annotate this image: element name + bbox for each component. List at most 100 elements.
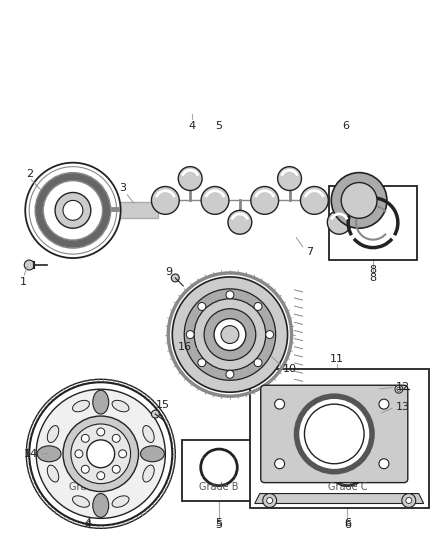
Circle shape	[171, 274, 179, 282]
Text: 15: 15	[155, 400, 170, 410]
Circle shape	[63, 416, 138, 491]
Circle shape	[275, 459, 285, 469]
Circle shape	[186, 330, 194, 338]
Circle shape	[345, 187, 373, 214]
Text: 4: 4	[85, 520, 92, 530]
Circle shape	[226, 370, 234, 378]
Text: 9: 9	[165, 267, 172, 277]
Text: 8: 8	[370, 273, 377, 283]
Ellipse shape	[47, 465, 59, 482]
Ellipse shape	[141, 446, 164, 462]
Text: Grade A: Grade A	[69, 482, 108, 492]
Circle shape	[201, 187, 229, 214]
Circle shape	[406, 497, 412, 504]
Circle shape	[97, 428, 105, 436]
Text: 16: 16	[178, 343, 192, 352]
Circle shape	[112, 434, 120, 442]
Circle shape	[341, 182, 377, 219]
Circle shape	[81, 434, 89, 442]
Bar	[250, 369, 429, 508]
Bar	[103, 205, 109, 215]
Text: 2: 2	[26, 168, 33, 179]
Circle shape	[397, 387, 401, 391]
Circle shape	[63, 200, 83, 220]
Ellipse shape	[112, 400, 129, 412]
Circle shape	[263, 494, 277, 507]
Circle shape	[26, 379, 175, 528]
Circle shape	[278, 167, 301, 190]
Ellipse shape	[73, 496, 89, 507]
Circle shape	[204, 309, 256, 360]
Circle shape	[152, 410, 159, 418]
Circle shape	[228, 211, 252, 234]
Text: 6: 6	[344, 518, 351, 528]
Bar	[51, 440, 125, 501]
Circle shape	[152, 187, 179, 214]
Circle shape	[266, 330, 274, 338]
Text: 4: 4	[85, 518, 92, 528]
Text: 7: 7	[306, 247, 313, 257]
Text: 6: 6	[343, 121, 350, 131]
Ellipse shape	[143, 465, 154, 482]
Ellipse shape	[47, 425, 59, 442]
Text: 5: 5	[215, 518, 223, 528]
Text: Grade C: Grade C	[328, 482, 367, 492]
Circle shape	[395, 385, 403, 393]
Text: 13: 13	[396, 402, 410, 412]
Circle shape	[55, 192, 91, 228]
Circle shape	[254, 303, 262, 310]
Text: 5: 5	[215, 121, 223, 131]
Bar	[329, 185, 417, 260]
Ellipse shape	[143, 425, 154, 442]
Circle shape	[112, 465, 120, 473]
Ellipse shape	[112, 496, 129, 507]
Bar	[111, 207, 119, 212]
Circle shape	[198, 303, 206, 310]
Text: 12: 12	[396, 382, 410, 392]
Circle shape	[275, 399, 285, 409]
Circle shape	[24, 260, 34, 270]
Bar	[182, 440, 256, 501]
Circle shape	[71, 424, 131, 483]
Circle shape	[221, 326, 239, 343]
Text: 6: 6	[344, 520, 351, 530]
Circle shape	[75, 450, 83, 458]
Circle shape	[214, 319, 246, 351]
Circle shape	[327, 211, 351, 234]
Ellipse shape	[37, 446, 61, 462]
Circle shape	[251, 187, 279, 214]
Ellipse shape	[93, 494, 109, 518]
Circle shape	[402, 494, 416, 507]
Ellipse shape	[93, 390, 109, 414]
Circle shape	[300, 187, 328, 214]
Circle shape	[25, 163, 120, 258]
Circle shape	[172, 277, 288, 392]
Circle shape	[254, 359, 262, 367]
Bar	[109, 203, 159, 219]
Circle shape	[36, 389, 165, 519]
Text: 10: 10	[283, 365, 297, 374]
Circle shape	[81, 465, 89, 473]
Polygon shape	[255, 494, 424, 504]
FancyBboxPatch shape	[261, 385, 408, 482]
Bar	[311, 440, 385, 501]
Circle shape	[379, 459, 389, 469]
Text: 4: 4	[189, 121, 196, 131]
Circle shape	[267, 497, 273, 504]
Circle shape	[198, 359, 206, 367]
Text: 3: 3	[119, 183, 126, 193]
Circle shape	[194, 299, 266, 370]
Circle shape	[379, 399, 389, 409]
Circle shape	[226, 291, 234, 299]
Circle shape	[297, 396, 372, 472]
Circle shape	[178, 167, 202, 190]
Circle shape	[119, 450, 127, 458]
Text: Grade B: Grade B	[199, 482, 239, 492]
Ellipse shape	[73, 400, 89, 412]
Text: 14: 14	[24, 449, 38, 459]
Circle shape	[184, 289, 276, 380]
Circle shape	[87, 440, 115, 468]
Text: 5: 5	[215, 520, 223, 530]
Text: 11: 11	[330, 354, 344, 365]
Circle shape	[304, 404, 364, 464]
